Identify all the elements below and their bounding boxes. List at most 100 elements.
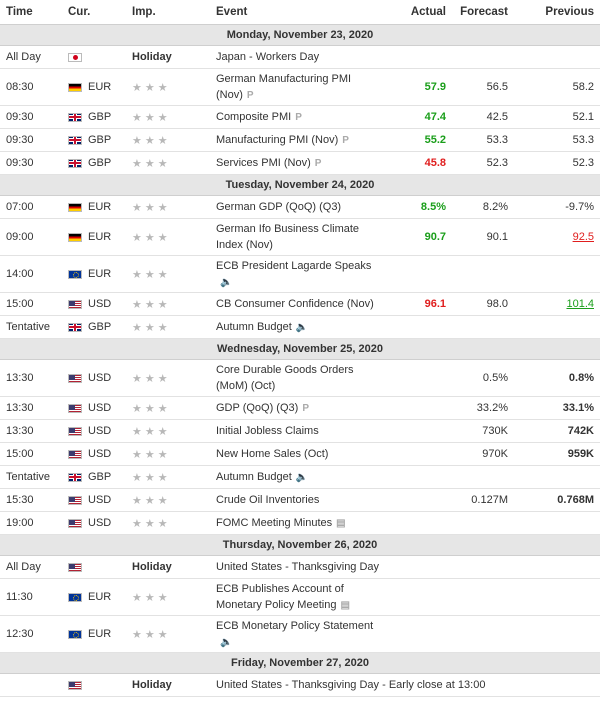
event-name[interactable]: ECB Publishes Account of — [216, 582, 344, 595]
event-time: 09:30 — [0, 105, 62, 129]
economic-calendar-table: Time Cur. Imp. Event Actual Forecast Pre… — [0, 0, 600, 697]
uk-flag-icon — [68, 322, 82, 332]
col-event[interactable]: Event — [210, 0, 392, 25]
table-row[interactable]: 09:30 GBP ★★★ Composite PMI P 47.4 42.5 5… — [0, 105, 600, 129]
event-name[interactable]: ECB President Lagarde Speaks — [216, 259, 372, 272]
table-row[interactable]: 13:30 USD ★★★ Core Durable Goods Orders (… — [0, 359, 600, 397]
col-previous[interactable]: Previous — [514, 0, 600, 25]
currency: GBP — [88, 157, 112, 169]
forecast-value: 42.5 — [452, 105, 514, 129]
event-name[interactable]: Crude Oil Inventories — [216, 494, 320, 506]
event-name[interactable]: FOMC Meeting Minutes — [216, 516, 333, 529]
event-name[interactable]: German Ifo Business Climate — [216, 223, 360, 235]
previous-value: -9.7% — [514, 195, 600, 219]
actual-value: 57.9 — [392, 68, 452, 106]
table-row[interactable]: 07:00 EUR ★★★ German GDP (QoQ) (Q3) 8.5%… — [0, 195, 600, 219]
us-flag-icon — [68, 680, 82, 690]
currency: EUR — [88, 231, 112, 243]
event-name[interactable]: United States - Thanksgiving Day — [216, 561, 380, 573]
event-name[interactable]: United States - Thanksgiving Day - Early… — [216, 679, 486, 691]
importance-stars: ★★★ — [126, 359, 210, 397]
event-name[interactable]: Japan - Workers Day — [216, 51, 320, 63]
day-header: Tuesday, November 24, 2020 — [0, 174, 600, 196]
germany-flag-icon — [68, 82, 82, 92]
event-name-cont[interactable]: (Nov) — [216, 88, 243, 101]
event-time: 07:00 — [0, 195, 62, 219]
actual-value — [392, 396, 452, 420]
col-currency[interactable]: Cur. — [62, 0, 126, 25]
us-flag-icon — [68, 403, 82, 413]
table-row[interactable]: 12:30 EUR ★★★ ECB Monetary Policy Statem… — [0, 615, 600, 653]
previous-value: 52.3 — [514, 151, 600, 175]
table-row[interactable]: Tentative GBP ★★★ Autumn Budget 🔈 — [0, 315, 600, 339]
table-row[interactable]: 11:30 EUR ★★★ ECB Publishes Account of Mo… — [0, 578, 600, 616]
table-row[interactable]: 13:30 USD ★★★ Initial Jobless Claims 730… — [0, 419, 600, 443]
event-name[interactable]: Services PMI (Nov) — [216, 156, 311, 169]
actual-value: 8.5% — [392, 195, 452, 219]
event-name[interactable]: New Home Sales (Oct) — [216, 448, 329, 460]
event-name-cont[interactable]: Index (Nov) — [216, 239, 273, 251]
table-row[interactable]: 19:00 USD ★★★ FOMC Meeting Minutes ▤ — [0, 511, 600, 535]
table-row[interactable]: Holiday United States - Thanksgiving Day… — [0, 673, 600, 697]
event-name[interactable]: GDP (QoQ) (Q3) — [216, 401, 299, 414]
previous-value: 58.2 — [514, 68, 600, 106]
table-row[interactable]: 09:30 GBP ★★★ Services PMI (Nov) P 45.8 5… — [0, 151, 600, 175]
us-flag-icon — [68, 518, 82, 528]
day-label: Tuesday, November 24, 2020 — [0, 174, 600, 196]
event-name[interactable]: CB Consumer Confidence (Nov) — [216, 298, 374, 310]
table-row[interactable]: All Day Holiday United States - Thanksgi… — [0, 555, 600, 579]
previous-value: 959K — [514, 442, 600, 466]
forecast-value: 56.5 — [452, 68, 514, 106]
table-row[interactable]: 15:30 USD ★★★ Crude Oil Inventories 0.12… — [0, 488, 600, 512]
table-row[interactable]: 09:00 EUR ★★★ German Ifo Business Climat… — [0, 218, 600, 256]
event-time: 13:30 — [0, 359, 62, 397]
importance-stars: ★★★ — [126, 419, 210, 443]
col-forecast[interactable]: Forecast — [452, 0, 514, 25]
event-name[interactable]: Composite PMI — [216, 110, 292, 123]
event-name[interactable]: Manufacturing PMI (Nov) — [216, 133, 339, 146]
uk-flag-icon — [68, 135, 82, 145]
importance-stars: ★★★ — [126, 105, 210, 129]
uk-flag-icon — [68, 158, 82, 168]
forecast-value: 53.3 — [452, 128, 514, 152]
event-time: 14:00 — [0, 255, 62, 293]
event-name[interactable]: Autumn Budget — [216, 320, 292, 333]
event-name-cont[interactable]: Monetary Policy Meeting — [216, 598, 337, 611]
event-time: Tentative — [0, 465, 62, 489]
germany-flag-icon — [68, 202, 82, 212]
importance-stars: ★★★ — [126, 488, 210, 512]
currency: USD — [88, 425, 112, 437]
table-row[interactable]: 13:30 USD ★★★ GDP (QoQ) (Q3) P 33.2% 33.1… — [0, 396, 600, 420]
eu-flag-icon — [68, 629, 82, 639]
event-name[interactable]: Core Durable Goods Orders — [216, 364, 354, 376]
forecast-value: 98.0 — [452, 292, 514, 316]
japan-flag-icon — [68, 52, 82, 62]
col-importance[interactable]: Imp. — [126, 0, 210, 25]
event-name[interactable]: German GDP (QoQ) (Q3) — [216, 201, 342, 213]
table-row[interactable]: 08:30 EUR ★★★ German Manufacturing PMI (N… — [0, 68, 600, 106]
importance-stars: ★★★ — [126, 292, 210, 316]
importance-stars: ★★★ — [126, 396, 210, 420]
event-name[interactable]: ECB Monetary Policy Statement — [216, 619, 374, 632]
day-header: Wednesday, November 25, 2020 — [0, 338, 600, 360]
event-name[interactable]: German Manufacturing PMI — [216, 72, 352, 85]
currency: GBP — [88, 321, 112, 333]
importance-stars: ★★★ — [126, 578, 210, 616]
event-name[interactable]: Initial Jobless Claims — [216, 425, 319, 437]
event-name-cont[interactable]: (MoM) (Oct) — [216, 380, 276, 392]
col-actual[interactable]: Actual — [392, 0, 452, 25]
table-row[interactable]: 15:00 USD ★★★ CB Consumer Confidence (No… — [0, 292, 600, 316]
table-row[interactable]: 15:00 USD ★★★ New Home Sales (Oct) 970K … — [0, 442, 600, 466]
preliminary-icon: P — [295, 111, 302, 123]
table-row[interactable]: 09:30 GBP ★★★ Manufacturing PMI (Nov) P 5… — [0, 128, 600, 152]
col-time[interactable]: Time — [0, 0, 62, 25]
currency: EUR — [88, 268, 112, 280]
preliminary-icon: P — [314, 157, 322, 169]
table-row[interactable]: 14:00 EUR ★★★ ECB President Lagarde Spea… — [0, 255, 600, 293]
importance-stars: ★★★ — [126, 68, 210, 106]
table-row[interactable]: Tentative GBP ★★★ Autumn Budget 🔈 — [0, 465, 600, 489]
table-row[interactable]: All Day Holiday Japan - Workers Day — [0, 45, 600, 69]
currency: USD — [88, 517, 112, 529]
day-label: Wednesday, November 25, 2020 — [0, 338, 600, 360]
event-name[interactable]: Autumn Budget — [216, 470, 292, 483]
